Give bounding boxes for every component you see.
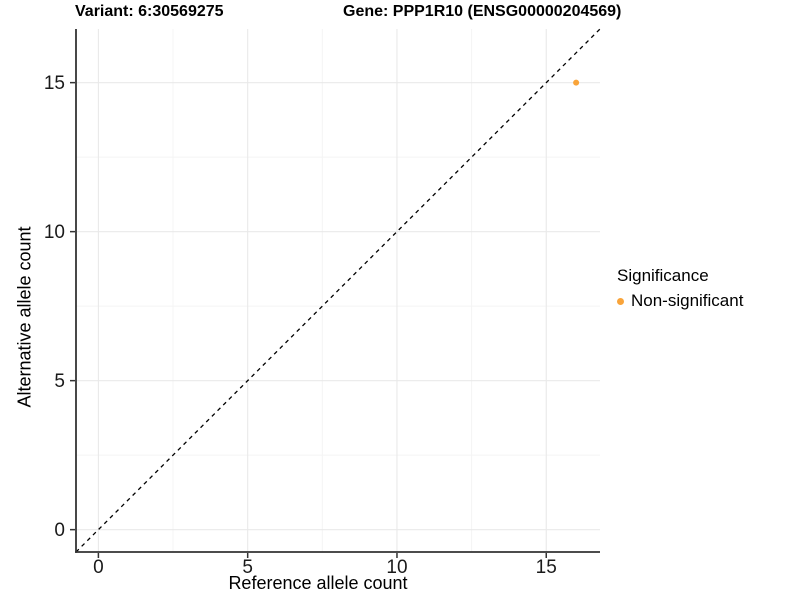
x-axis-label: Reference allele count: [228, 573, 408, 593]
y-axis-label: Alternative allele count: [14, 226, 35, 408]
legend-item-label: Non-significant: [631, 291, 744, 310]
y-tick-label: 0: [54, 520, 65, 541]
legend: Significance Non-significant: [617, 266, 743, 311]
y-tick-label: 10: [44, 222, 65, 243]
x-tick-label: 5: [242, 557, 253, 578]
identity-line: [75, 28, 601, 553]
data-point: [573, 79, 580, 86]
x-tick-label: 15: [536, 557, 557, 578]
plot-title-variant: Variant: 6:30569275: [75, 3, 224, 20]
x-tick-label: 0: [93, 557, 104, 578]
plot-title-gene: Gene: PPP1R10 (ENSG00000204569): [343, 3, 622, 20]
legend-title: Significance: [617, 266, 709, 285]
legend-key-dot: [617, 297, 624, 305]
legend-item: Non-significant: [617, 291, 743, 311]
x-tick-label: 10: [386, 557, 407, 578]
y-tick-label: 5: [54, 371, 65, 392]
y-tick-label: 15: [44, 73, 65, 94]
